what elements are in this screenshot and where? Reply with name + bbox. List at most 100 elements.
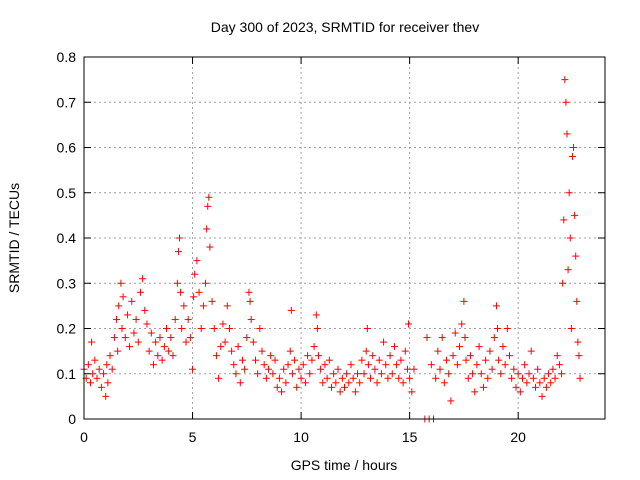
- y-tick-label: 0.7: [57, 94, 77, 110]
- data-point: [295, 365, 303, 373]
- data-point: [349, 374, 357, 382]
- data-point: [160, 343, 168, 351]
- data-point: [438, 334, 446, 342]
- data-point: [258, 347, 266, 355]
- data-point: [499, 343, 507, 351]
- data-point: [210, 325, 218, 332]
- data-point: [561, 76, 569, 84]
- data-point: [461, 334, 469, 342]
- x-tick-label: 15: [402, 429, 418, 445]
- data-point: [427, 361, 435, 369]
- data-point: [180, 302, 188, 310]
- data-point: [572, 252, 580, 260]
- data-point: [456, 343, 464, 351]
- data-point: [386, 352, 394, 360]
- data-point: [508, 374, 516, 382]
- data-point: [236, 379, 244, 387]
- data-point: [97, 383, 105, 391]
- data-point: [488, 365, 496, 373]
- data-point: [103, 361, 111, 369]
- data-point: [117, 279, 125, 287]
- data-point: [369, 352, 377, 360]
- data-point: [560, 216, 568, 224]
- data-point: [108, 365, 116, 373]
- data-point: [95, 365, 103, 373]
- data-point: [190, 293, 198, 301]
- data-point: [323, 374, 331, 382]
- data-point: [501, 361, 509, 369]
- data-point: [553, 352, 561, 360]
- data-point: [440, 379, 448, 387]
- y-axis-label: SRMTID / TECUs: [6, 183, 22, 293]
- data-point: [291, 356, 299, 364]
- data-point: [568, 153, 576, 161]
- data-point: [284, 361, 292, 369]
- data-point: [228, 347, 236, 355]
- data-point: [469, 370, 477, 378]
- data-point: [503, 325, 511, 332]
- data-point: [114, 347, 122, 355]
- data-point: [93, 374, 101, 382]
- data-point: [271, 356, 279, 364]
- data-point: [527, 347, 535, 355]
- data-point: [104, 379, 112, 387]
- data-point: [215, 374, 223, 382]
- data-point: [510, 365, 518, 373]
- data-point: [177, 288, 185, 296]
- data-point: [178, 325, 186, 332]
- data-point: [397, 356, 405, 364]
- data-point: [287, 306, 295, 314]
- data-point: [145, 347, 153, 355]
- data-point: [191, 270, 199, 278]
- data-point: [563, 130, 571, 138]
- data-point: [223, 302, 231, 310]
- data-point: [345, 379, 353, 387]
- data-point: [562, 98, 570, 106]
- y-tick-label: 0.6: [57, 140, 77, 156]
- data-point: [373, 379, 381, 387]
- data-point: [490, 334, 498, 342]
- data-point: [547, 379, 555, 387]
- data-point: [327, 383, 335, 391]
- data-point: [449, 352, 457, 360]
- data-point: [176, 234, 184, 242]
- data-point: [453, 361, 461, 369]
- data-point: [564, 266, 572, 274]
- data-point: [256, 325, 264, 332]
- data-point: [193, 257, 201, 265]
- data-point: [217, 343, 225, 351]
- data-point: [251, 356, 259, 364]
- data-point: [260, 361, 268, 369]
- data-point: [206, 243, 214, 251]
- data-point: [182, 338, 190, 346]
- data-point: [110, 334, 118, 342]
- data-point: [351, 388, 359, 396]
- data-point: [195, 288, 203, 296]
- data-point: [186, 334, 194, 342]
- y-tick-label: 0.4: [57, 230, 77, 246]
- data-point: [262, 374, 270, 382]
- data-point: [282, 379, 290, 387]
- data-point: [523, 379, 531, 387]
- data-point: [273, 383, 281, 391]
- data-point: [477, 370, 485, 378]
- data-point: [147, 329, 155, 337]
- data-point: [293, 383, 301, 391]
- data-point: [390, 343, 398, 351]
- data-point: [286, 347, 294, 355]
- data-point: [106, 352, 114, 360]
- data-point: [306, 370, 314, 378]
- data-point: [559, 279, 567, 287]
- data-point: [238, 356, 246, 364]
- y-tick-label: 0.3: [57, 275, 77, 291]
- data-point: [139, 275, 147, 283]
- data-point: [265, 365, 273, 373]
- data-point: [360, 370, 368, 378]
- data-point: [221, 338, 229, 346]
- data-point: [362, 347, 370, 355]
- data-point: [575, 352, 583, 360]
- x-axis-ticks: 0 5 10 15 20: [80, 57, 526, 445]
- data-point: [310, 343, 318, 351]
- data-point: [447, 397, 455, 405]
